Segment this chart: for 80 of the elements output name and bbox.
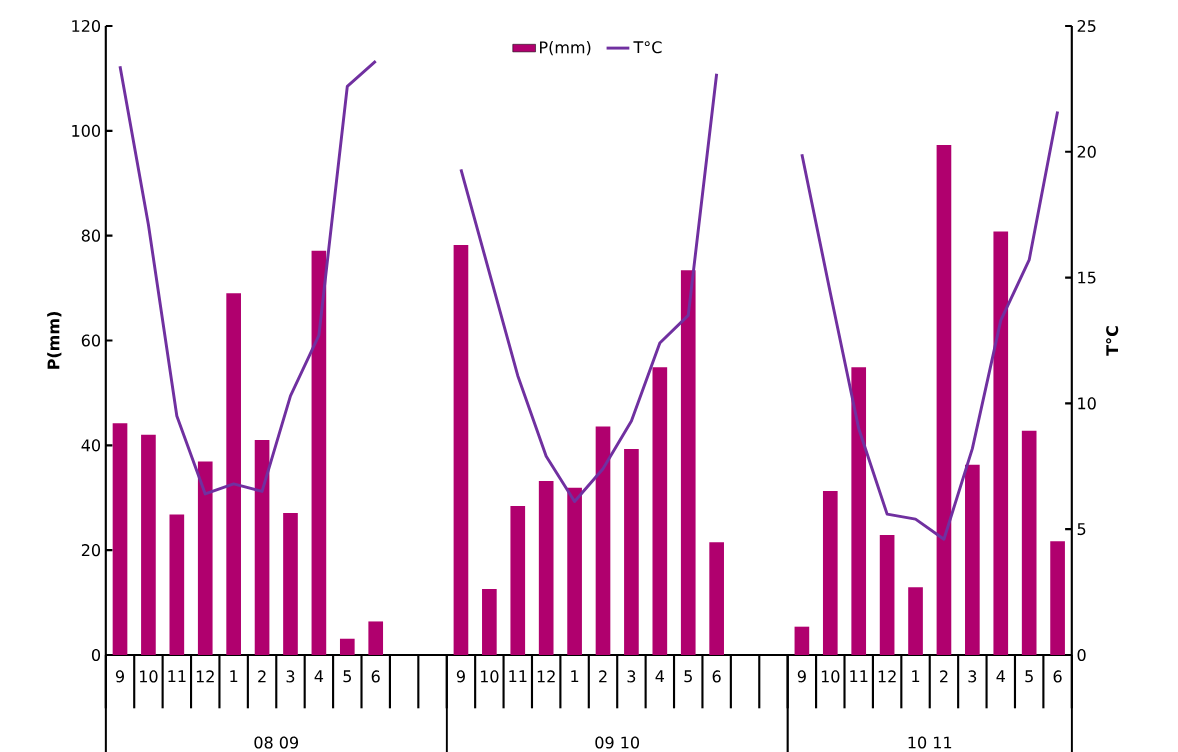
y-tick-label: 40 bbox=[81, 439, 101, 452]
x-tick-label: 4 bbox=[655, 670, 665, 683]
bar bbox=[709, 542, 724, 655]
bar bbox=[283, 512, 298, 655]
y2-tick-label: 20 bbox=[1077, 145, 1096, 158]
y-tick-label: 100 bbox=[72, 124, 101, 137]
x-tick-label: 12 bbox=[537, 670, 555, 683]
bar bbox=[794, 626, 810, 655]
y2-tick-label: 0 bbox=[1077, 648, 1086, 662]
bar bbox=[311, 250, 327, 655]
bar bbox=[822, 490, 838, 655]
x-tick-label: 5 bbox=[1025, 670, 1033, 683]
bar bbox=[482, 588, 497, 655]
x-tick-label: 6 bbox=[371, 670, 380, 683]
bar bbox=[1021, 430, 1037, 655]
bar bbox=[993, 231, 1009, 655]
x-tick-label: 1 bbox=[230, 670, 238, 683]
y2-tick-label: 10 bbox=[1078, 397, 1096, 410]
text: 10 11 bbox=[908, 736, 952, 749]
bar bbox=[965, 464, 980, 655]
y-tick-label: 60 bbox=[81, 334, 101, 347]
bar bbox=[226, 293, 241, 655]
bar bbox=[368, 621, 384, 655]
x-tick-label: 11 bbox=[168, 670, 186, 683]
legend-label: P(mm) bbox=[540, 41, 591, 56]
y2-tick-label: 25 bbox=[1077, 19, 1096, 33]
x-tick-label: 5 bbox=[343, 670, 351, 683]
bar bbox=[510, 506, 526, 655]
x-tick-label: 3 bbox=[968, 670, 977, 683]
text: 08 09 bbox=[254, 736, 299, 749]
y-tick-label: 120 bbox=[72, 19, 101, 33]
bar bbox=[936, 144, 952, 655]
x-tick-label: 12 bbox=[878, 670, 896, 683]
bar bbox=[1050, 541, 1065, 655]
bar bbox=[538, 480, 554, 655]
bar bbox=[908, 587, 923, 655]
x-tick-label: 6 bbox=[1053, 670, 1062, 683]
bar bbox=[169, 514, 185, 655]
bar bbox=[879, 534, 895, 655]
y2-tick-label: 5 bbox=[1077, 523, 1086, 536]
y2-axis-title: T°C bbox=[1106, 326, 1119, 356]
bar bbox=[680, 270, 696, 655]
x-tick-label: 12 bbox=[196, 670, 214, 683]
x-tick-label: 3 bbox=[286, 670, 295, 683]
y2-tick-label: 15 bbox=[1078, 271, 1096, 284]
x-tick-label: 6 bbox=[712, 670, 721, 683]
x-tick-label: 2 bbox=[599, 670, 607, 683]
x-tick-label: 5 bbox=[684, 670, 692, 683]
y-tick-label: 0 bbox=[91, 648, 101, 662]
bar bbox=[567, 487, 582, 655]
bar bbox=[453, 245, 469, 655]
x-tick-label: 4 bbox=[996, 670, 1005, 683]
bar bbox=[197, 461, 213, 655]
bar bbox=[851, 367, 867, 655]
x-tick-label: 11 bbox=[509, 670, 527, 683]
x-tick-label: 1 bbox=[912, 670, 920, 683]
x-tick-label: 9 bbox=[115, 670, 124, 683]
bar bbox=[624, 448, 639, 655]
x-tick-label: 11 bbox=[850, 670, 868, 683]
text: 09 10 bbox=[595, 736, 640, 749]
bar bbox=[652, 367, 668, 655]
bar bbox=[595, 426, 611, 655]
x-tick-label: 2 bbox=[258, 670, 266, 683]
x-tick-label: 9 bbox=[797, 670, 806, 683]
bar bbox=[339, 638, 355, 655]
x-tick-label: 10 bbox=[821, 670, 840, 683]
x-tick-label: 2 bbox=[940, 670, 948, 683]
bar bbox=[112, 423, 128, 655]
y-tick-label: 20 bbox=[81, 544, 101, 557]
x-tick-label: 4 bbox=[314, 670, 324, 683]
y-axis-title: P(mm) bbox=[47, 312, 62, 369]
x-tick-label: 3 bbox=[627, 670, 636, 683]
x-tick-label: 1 bbox=[571, 670, 579, 683]
x-tick-label: 10 bbox=[480, 670, 499, 683]
x-tick-label: 10 bbox=[140, 670, 158, 683]
y-tick-label: 80 bbox=[81, 229, 101, 242]
bar bbox=[254, 440, 270, 655]
bar bbox=[141, 434, 156, 655]
x-tick-label: 9 bbox=[456, 670, 465, 683]
legend-label: T°C bbox=[633, 41, 662, 54]
